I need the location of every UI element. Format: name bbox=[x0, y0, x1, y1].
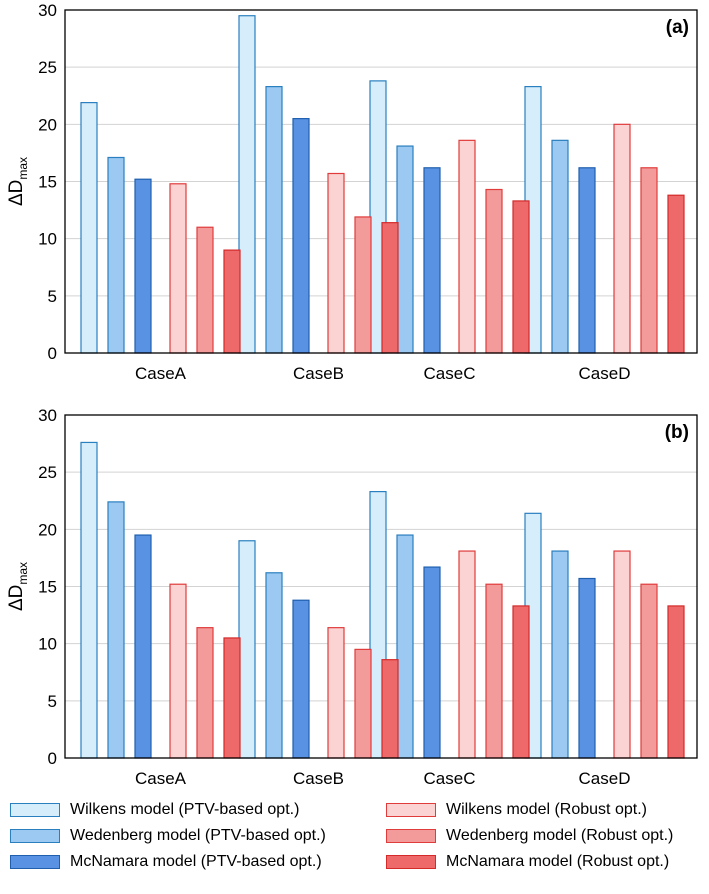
bar bbox=[640, 167, 658, 354]
x-tick-label: CaseC bbox=[424, 364, 476, 383]
panel-label: (a) bbox=[666, 17, 689, 38]
bar bbox=[578, 167, 596, 354]
bar bbox=[613, 550, 631, 759]
bar bbox=[667, 194, 685, 354]
bar bbox=[381, 222, 399, 354]
bar bbox=[396, 534, 414, 759]
y-axis-label-main: ΔD bbox=[6, 180, 27, 206]
plot-frame bbox=[64, 9, 698, 354]
bar bbox=[134, 178, 152, 354]
bar bbox=[169, 183, 187, 354]
bar bbox=[485, 583, 503, 759]
x-tick-label: CaseC bbox=[424, 769, 476, 788]
legend-label: McNamara model (PTV-based opt.) bbox=[70, 853, 322, 870]
bar bbox=[381, 659, 399, 759]
x-tick-label: CaseD bbox=[579, 769, 631, 788]
bar bbox=[223, 637, 241, 759]
bar bbox=[238, 15, 256, 354]
bar bbox=[512, 605, 530, 759]
legend-label: Wedenberg model (Robust opt.) bbox=[446, 827, 674, 844]
bar bbox=[551, 139, 569, 354]
bar bbox=[458, 139, 476, 354]
legend-swatch bbox=[386, 829, 436, 843]
bar bbox=[327, 627, 345, 759]
legend-label: McNamara model (Robust opt.) bbox=[446, 853, 670, 870]
legend-swatch bbox=[10, 855, 60, 869]
x-tick-label: CaseB bbox=[293, 769, 344, 788]
bar bbox=[423, 167, 441, 354]
legend-label: Wedenberg model (PTV-based opt.) bbox=[70, 827, 326, 844]
y-tick-label: 0 bbox=[48, 749, 57, 768]
x-tick-label: CaseA bbox=[135, 364, 187, 383]
y-tick-label: 0 bbox=[48, 344, 57, 363]
chart-panel-a: 0 5 10 15 20 25 30 CaseA CaseB CaseC CaseD (a) ΔDmax bbox=[6, 1, 698, 383]
bar bbox=[238, 540, 256, 759]
bar bbox=[80, 441, 98, 759]
chart-panel-b: 0 5 10 15 20 25 30 CaseA CaseB CaseC CaseD (b) ΔDmax bbox=[6, 406, 698, 788]
bar bbox=[134, 534, 152, 759]
bar bbox=[327, 172, 345, 354]
y-tick-label: 5 bbox=[48, 287, 57, 306]
y-tick-label: 25 bbox=[38, 58, 57, 77]
legend-label: Wilkens model (Robust opt.) bbox=[446, 801, 647, 818]
bar bbox=[512, 200, 530, 354]
x-tick-label: CaseB bbox=[293, 364, 344, 383]
bar bbox=[396, 145, 414, 354]
y-axis-label: ΔDmax bbox=[6, 562, 30, 611]
y-axis-label-sub: max bbox=[16, 157, 30, 180]
y-tick-label: 20 bbox=[38, 520, 57, 539]
bar bbox=[196, 627, 214, 759]
y-tick-label: 15 bbox=[38, 578, 57, 597]
y-tick-label: 10 bbox=[38, 230, 57, 249]
bar bbox=[107, 156, 125, 354]
legend-item: McNamara model (Robust opt.) bbox=[386, 852, 669, 872]
legend: Wilkens model (PTV-based opt.) Wedenberg … bbox=[0, 792, 709, 870]
y-tick-label: 30 bbox=[38, 406, 57, 425]
bar bbox=[196, 226, 214, 354]
y-axis-label-main: ΔD bbox=[6, 585, 27, 611]
bar bbox=[458, 550, 476, 759]
bar bbox=[265, 572, 283, 759]
y-tick-label: 15 bbox=[38, 173, 57, 192]
legend-item: Wilkens model (PTV-based opt.) bbox=[10, 800, 299, 820]
panel-label: (b) bbox=[665, 422, 689, 443]
legend-swatch bbox=[10, 803, 60, 817]
y-tick-label: 20 bbox=[38, 115, 57, 134]
y-tick-label: 30 bbox=[38, 1, 57, 20]
bar bbox=[107, 501, 125, 759]
bar bbox=[292, 118, 310, 354]
bar bbox=[292, 599, 310, 759]
x-tick-label: CaseA bbox=[135, 769, 187, 788]
legend-item: Wilkens model (Robust opt.) bbox=[386, 800, 647, 820]
legend-item: McNamara model (PTV-based opt.) bbox=[10, 852, 322, 872]
bar bbox=[551, 550, 569, 759]
legend-label: Wilkens model (PTV-based opt.) bbox=[70, 801, 300, 818]
bar bbox=[640, 583, 658, 759]
bar bbox=[354, 216, 372, 354]
y-axis-label: ΔDmax bbox=[6, 157, 30, 206]
legend-swatch bbox=[10, 829, 60, 843]
bar bbox=[169, 583, 187, 759]
legend-swatch bbox=[386, 803, 436, 817]
bar bbox=[423, 566, 441, 759]
y-axis-label-sub: max bbox=[16, 562, 30, 585]
legend-item: Wedenberg model (Robust opt.) bbox=[386, 826, 673, 846]
bar bbox=[80, 102, 98, 354]
y-tick-label: 5 bbox=[48, 692, 57, 711]
y-tick-label: 25 bbox=[38, 463, 57, 482]
bar bbox=[485, 188, 503, 354]
x-tick-label: CaseD bbox=[579, 364, 631, 383]
bar bbox=[667, 605, 685, 759]
y-tick-label: 10 bbox=[38, 635, 57, 654]
legend-swatch bbox=[386, 855, 436, 869]
bar bbox=[613, 123, 631, 354]
bar bbox=[265, 86, 283, 354]
bar bbox=[354, 648, 372, 759]
legend-item: Wedenberg model (PTV-based opt.) bbox=[10, 826, 326, 846]
plot-frame bbox=[64, 414, 698, 759]
bar bbox=[578, 577, 596, 759]
bar bbox=[223, 249, 241, 354]
